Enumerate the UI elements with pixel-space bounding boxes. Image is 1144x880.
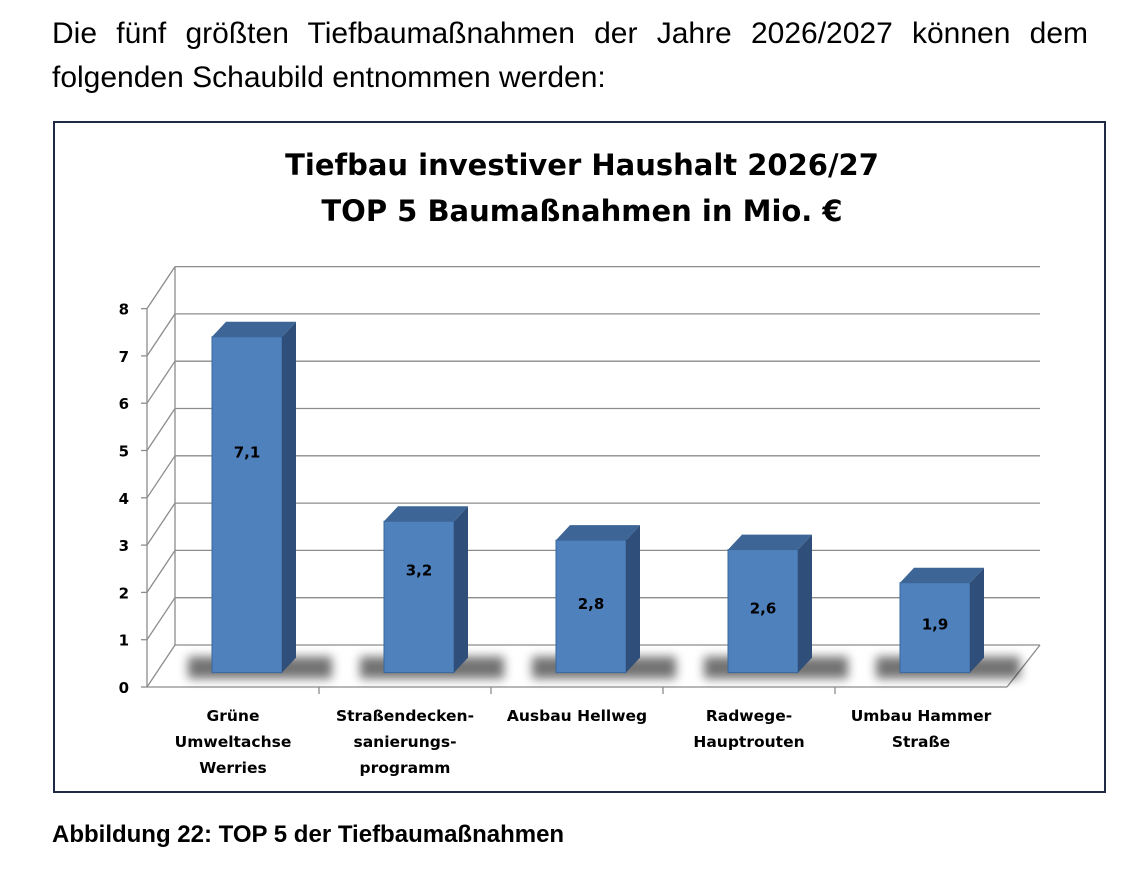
- side-wall-gridline: [146, 408, 176, 451]
- y-tick-label: 8: [119, 301, 129, 319]
- y-tick-label: 1: [119, 632, 129, 650]
- bar-data-label: 1,9: [922, 615, 949, 633]
- y-tick-label: 4: [119, 490, 129, 508]
- y-tick-label: 6: [119, 395, 129, 413]
- bar-data-label: 2,6: [750, 600, 777, 618]
- bar-top: [384, 506, 468, 522]
- side-wall-gridline: [146, 597, 176, 641]
- bar-front: [899, 582, 971, 674]
- x-category-label: Werries: [199, 759, 266, 777]
- bar-side: [282, 321, 296, 673]
- x-category-label: Straßendecken-: [336, 707, 474, 725]
- bar-layer: [188, 321, 1020, 679]
- y-tick-label: 2: [119, 584, 129, 602]
- bar-top: [556, 525, 640, 541]
- y-tick-label: 7: [119, 348, 129, 366]
- x-category-label: Umbau Hammer: [851, 707, 992, 725]
- bar-front: [555, 539, 627, 674]
- side-wall-gridline: [146, 644, 176, 688]
- x-category-label: programm: [360, 759, 451, 777]
- x-category-label: Straße: [892, 733, 950, 751]
- bar-side: [454, 506, 468, 673]
- x-category-label: Grüne: [207, 707, 260, 725]
- y-tick-label: 0: [119, 679, 129, 697]
- bar-chart: 0 1 2 3 4 5 6 7 8 7,1 Grüne Umweltachse Werries 3,2 St…: [119, 148, 1041, 777]
- y-tick-label: 3: [119, 537, 129, 555]
- x-category-label: Radwege-: [706, 707, 792, 725]
- label-layer: 0 1 2 3 4 5 6 7 8 7,1 Grüne Umweltachse Werries 3,2 St…: [119, 301, 992, 777]
- bar-side: [626, 525, 640, 673]
- side-wall-gridline: [146, 550, 176, 593]
- side-wall-gridline: [146, 266, 176, 309]
- bar-top: [728, 534, 812, 550]
- x-category-label: Ausbau Hellweg: [507, 707, 647, 725]
- figure-caption: Abbildung 22: TOP 5 der Tiefbaumaßnahmen: [52, 821, 565, 848]
- bar-side: [970, 567, 984, 673]
- x-category-label: sanierungs-: [353, 733, 456, 751]
- bar-top: [900, 567, 984, 583]
- chart-frame: 0 1 2 3 4 5 6 7 8 7,1 Grüne Umweltachse Werries 3,2 St…: [53, 121, 1106, 793]
- bar-data-label: 2,8: [578, 595, 605, 613]
- bar-side: [798, 534, 812, 673]
- chart-title-line-1: Tiefbau investiver Haushalt 2026/27: [285, 148, 879, 182]
- side-wall-gridline: [146, 313, 176, 357]
- side-wall-gridline: [146, 455, 176, 499]
- bar-front: [211, 336, 283, 674]
- bar-data-label: 7,1: [234, 444, 261, 462]
- chart-title-line-2: TOP 5 Baumaßnahmen in Mio. €: [321, 194, 842, 228]
- bar-front: [383, 520, 455, 674]
- bar-data-label: 3,2: [406, 562, 433, 580]
- y-tick-label: 5: [119, 443, 129, 461]
- side-wall-gridline: [146, 502, 176, 546]
- floor-right-edge: [1006, 644, 1041, 688]
- intro-paragraph: Die fünf größten Tiefbaumaßnahmen der Ja…: [52, 17, 1088, 94]
- axis-layer: [141, 307, 1007, 694]
- x-category-label: Umweltachse: [175, 733, 292, 751]
- x-category-label: Hauptrouten: [693, 733, 804, 751]
- bar-top: [212, 321, 296, 337]
- side-wall-gridline: [146, 360, 176, 404]
